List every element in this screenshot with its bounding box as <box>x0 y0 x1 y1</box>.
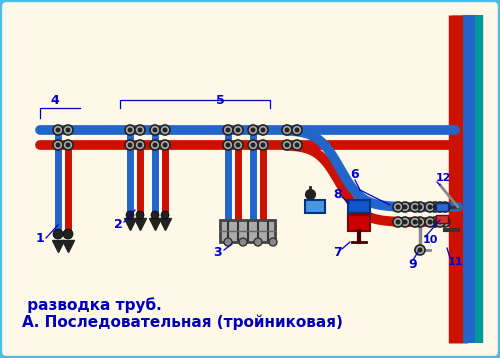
Circle shape <box>396 219 400 224</box>
Circle shape <box>138 127 142 132</box>
Circle shape <box>438 219 442 224</box>
Circle shape <box>150 140 160 150</box>
Circle shape <box>66 127 70 132</box>
Circle shape <box>152 127 158 132</box>
Circle shape <box>284 142 290 147</box>
Circle shape <box>236 127 240 132</box>
Circle shape <box>162 127 168 132</box>
Circle shape <box>250 127 256 132</box>
Circle shape <box>126 211 134 219</box>
Circle shape <box>233 140 243 150</box>
Circle shape <box>125 140 135 150</box>
Circle shape <box>160 125 170 135</box>
Circle shape <box>415 245 425 255</box>
Bar <box>220 220 275 242</box>
Circle shape <box>396 204 400 209</box>
Circle shape <box>292 125 302 135</box>
Circle shape <box>415 217 425 227</box>
Circle shape <box>412 219 418 224</box>
Bar <box>452 15 482 343</box>
Circle shape <box>248 140 258 150</box>
Circle shape <box>284 127 290 132</box>
Circle shape <box>430 202 440 212</box>
Circle shape <box>66 142 70 147</box>
Text: 4: 4 <box>50 93 59 106</box>
Circle shape <box>260 127 266 132</box>
Circle shape <box>63 125 73 135</box>
Circle shape <box>402 204 407 209</box>
Circle shape <box>435 217 445 227</box>
Circle shape <box>435 202 445 212</box>
Circle shape <box>63 229 73 239</box>
Circle shape <box>151 211 159 219</box>
Circle shape <box>418 219 422 224</box>
Circle shape <box>412 204 418 209</box>
Bar <box>436 203 448 211</box>
Text: 6: 6 <box>350 169 360 182</box>
Circle shape <box>226 127 230 132</box>
Circle shape <box>152 142 158 147</box>
Circle shape <box>128 127 132 132</box>
Circle shape <box>430 217 440 227</box>
Circle shape <box>226 142 230 147</box>
Text: 12: 12 <box>435 173 451 183</box>
Circle shape <box>135 125 145 135</box>
Text: 9: 9 <box>408 258 418 271</box>
Circle shape <box>442 204 448 209</box>
Circle shape <box>393 202 403 212</box>
Circle shape <box>258 140 268 150</box>
Circle shape <box>224 238 232 246</box>
Circle shape <box>248 125 258 135</box>
Circle shape <box>438 204 442 209</box>
Circle shape <box>428 204 432 209</box>
Circle shape <box>53 140 63 150</box>
Bar <box>348 215 370 231</box>
Circle shape <box>415 202 425 212</box>
Circle shape <box>63 140 73 150</box>
Circle shape <box>442 219 448 224</box>
Circle shape <box>294 142 300 147</box>
Circle shape <box>138 142 142 147</box>
Circle shape <box>53 125 63 135</box>
Circle shape <box>254 238 262 246</box>
Circle shape <box>393 217 403 227</box>
Circle shape <box>440 217 450 227</box>
Circle shape <box>282 125 292 135</box>
Circle shape <box>56 127 60 132</box>
Circle shape <box>53 229 63 239</box>
Text: 5: 5 <box>216 93 224 106</box>
Circle shape <box>269 238 277 246</box>
Text: А. Последовательная (тройниковая): А. Последовательная (тройниковая) <box>22 314 343 330</box>
Bar <box>305 200 325 213</box>
Text: 8: 8 <box>334 189 342 202</box>
Circle shape <box>236 142 240 147</box>
Text: 2: 2 <box>114 218 122 232</box>
Circle shape <box>418 247 422 252</box>
Bar <box>436 215 448 223</box>
Bar <box>348 200 370 213</box>
Circle shape <box>282 140 292 150</box>
Circle shape <box>223 140 233 150</box>
Circle shape <box>223 125 233 135</box>
Circle shape <box>400 202 410 212</box>
Circle shape <box>135 140 145 150</box>
FancyBboxPatch shape <box>11 11 489 347</box>
Circle shape <box>162 142 168 147</box>
Circle shape <box>410 202 420 212</box>
Circle shape <box>418 204 422 209</box>
Circle shape <box>233 125 243 135</box>
Circle shape <box>160 140 170 150</box>
Circle shape <box>425 202 435 212</box>
Circle shape <box>432 204 438 209</box>
Text: 7: 7 <box>334 246 342 258</box>
Circle shape <box>425 217 435 227</box>
Circle shape <box>239 238 247 246</box>
Circle shape <box>440 202 450 212</box>
Circle shape <box>428 219 432 224</box>
Circle shape <box>400 217 410 227</box>
Circle shape <box>250 142 256 147</box>
Circle shape <box>125 125 135 135</box>
Circle shape <box>150 125 160 135</box>
Text: 3: 3 <box>214 246 222 258</box>
